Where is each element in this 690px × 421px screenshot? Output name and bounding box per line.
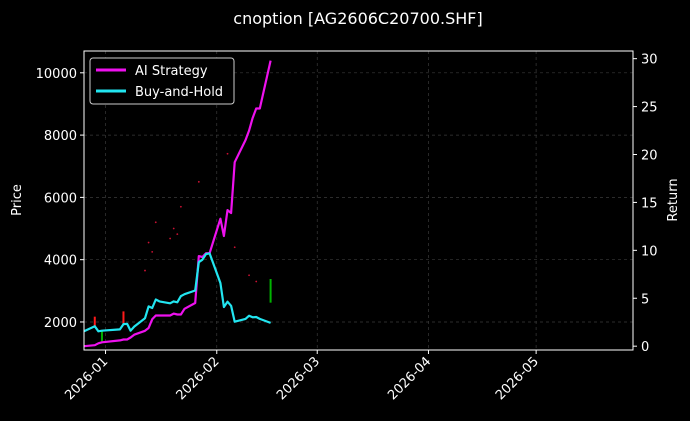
y-axis-left: 2000 4000 6000 8000 10000 bbox=[36, 67, 84, 331]
y-axis-right: 0 5 10 15 20 25 30 bbox=[633, 53, 658, 355]
scatter-dot bbox=[248, 274, 250, 277]
y-tick-label-right: 5 bbox=[641, 292, 649, 307]
y-tick-label-right: 10 bbox=[641, 244, 658, 259]
y-tick-label-right: 25 bbox=[641, 101, 658, 116]
legend-label-ai-strategy: AI Strategy bbox=[135, 64, 208, 79]
y-tick-label-left: 6000 bbox=[44, 191, 77, 206]
y-tick-label-right: 0 bbox=[641, 340, 649, 355]
y-tick-label-left: 8000 bbox=[44, 129, 77, 144]
scatter-dot bbox=[226, 152, 229, 155]
y-tick-label-right: 20 bbox=[641, 149, 658, 164]
y-tick-label-left: 2000 bbox=[44, 316, 77, 331]
scatter-dot bbox=[255, 280, 258, 283]
scatter-dot bbox=[233, 246, 236, 249]
scatter-dot bbox=[147, 241, 150, 244]
series-line-ai-strategy bbox=[83, 60, 272, 348]
y-tick-label-left: 10000 bbox=[36, 67, 77, 82]
scatter-dot bbox=[179, 205, 182, 208]
scatter-dot bbox=[176, 233, 179, 236]
scatter-dot bbox=[144, 269, 146, 272]
y-tick-label-right: 15 bbox=[641, 196, 658, 211]
scatter-dot bbox=[169, 237, 172, 240]
chart-title: cnoption [AG2606C20700.SHF] bbox=[233, 9, 482, 28]
y-tick-label-left: 4000 bbox=[44, 254, 77, 269]
scatter-dot bbox=[154, 221, 157, 224]
series-line-buy-and-hold bbox=[83, 252, 271, 333]
candles bbox=[93, 278, 272, 342]
scatter-dot bbox=[151, 250, 154, 253]
y-axis-left-label: Price bbox=[10, 184, 25, 216]
y-tick-label-right: 30 bbox=[641, 53, 658, 68]
legend: AI Strategy Buy-and-Hold bbox=[89, 57, 235, 105]
scatter-dot bbox=[197, 180, 200, 183]
y-axis-right-label: Return bbox=[666, 178, 681, 221]
scatter-dot bbox=[172, 227, 175, 230]
plot-frame bbox=[83, 50, 634, 351]
scatter-dots bbox=[144, 152, 258, 283]
legend-label-buy-and-hold: Buy-and-Hold bbox=[135, 85, 223, 100]
series-lines bbox=[83, 60, 272, 348]
